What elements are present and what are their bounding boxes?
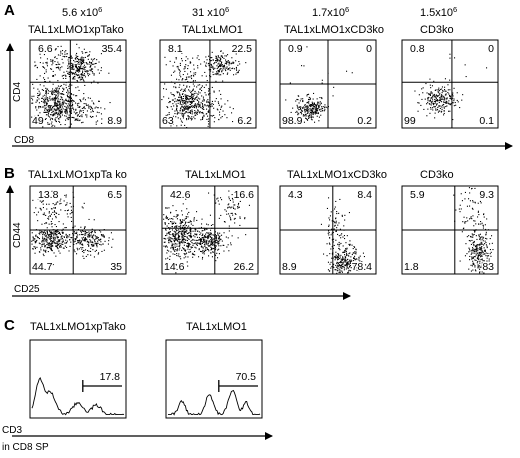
histogram-trace <box>167 389 261 416</box>
quadrant-percent-ll: 8.9 <box>282 261 297 273</box>
scatter-plots-row-a: 6.6 35.4 49 8.9 8.1 22.5 63 6.2 0.9 0 98.9 0.2 0.8 0 9… <box>29 39 499 129</box>
histogram-plot: 17.8 <box>29 339 127 419</box>
quadrant-percent-ur: 22.5 <box>232 43 253 55</box>
scatter-plot: 42.6 16.6 14.6 26.2 <box>161 185 259 275</box>
x-axis-label-cd3: CD3 <box>2 425 22 436</box>
scatter-plot: 0.9 0 98.9 0.2 <box>279 39 377 129</box>
x-axis-label-cd8-sp: in CD8 SP <box>2 442 49 453</box>
quadrant-percent-ur: 8.4 <box>357 189 372 201</box>
quadrant-percent-ur: 6.5 <box>107 189 122 201</box>
plot-title: CD3ko <box>420 24 454 36</box>
quadrant-percent-ul: 6.6 <box>38 43 53 55</box>
quadrant-percent-ur: 16.6 <box>234 189 255 201</box>
quadrant-percent-ul: 0.9 <box>288 43 303 55</box>
quadrant-percent-ll: 1.8 <box>404 261 419 273</box>
quadrant-percent-ll: 99 <box>404 115 416 127</box>
quadrant-percent-lr: 26.2 <box>234 261 255 273</box>
scatter-plot: 13.8 6.5 44.7 35 <box>29 185 127 275</box>
panel-letter-c: C <box>4 317 15 334</box>
event-dots <box>31 43 111 128</box>
plot-title: TAL1xLMO1xpTako <box>30 321 126 333</box>
quadrant-percent-lr: 8.9 <box>107 115 122 127</box>
plot-frame <box>161 185 259 275</box>
event-dots <box>320 197 367 274</box>
plot-title: TAL1xLMO1xpTako <box>28 24 124 36</box>
quadrant-percent-ll: 14.6 <box>164 261 185 273</box>
gate-percent-label: 70.5 <box>236 371 257 383</box>
x-axis-label-cd25: CD25 <box>14 284 40 295</box>
histogram-plots-row-c: 17.8 70.5 <box>29 339 263 419</box>
panel-c: C TAL1xLMO1xpTako TAL1xLMO1 17.8 70.5 CD3… <box>2 317 273 453</box>
quadrant-percent-ul: 5.9 <box>410 189 425 201</box>
quadrant-percent-ur: 0 <box>488 43 494 55</box>
event-dots <box>284 46 353 123</box>
quadrant-percent-lr: 78.4 <box>352 261 373 273</box>
plot-title: TAL1xLMO1xpTa ko <box>28 169 127 181</box>
plot-title: CD3ko <box>420 169 454 181</box>
event-dots <box>414 53 488 121</box>
quadrant-percent-lr: 35 <box>110 261 122 273</box>
quadrant-percent-lr: 0.2 <box>357 115 372 127</box>
scatter-plot: 6.6 35.4 49 8.9 <box>29 39 127 129</box>
plot-title: TAL1xLMO1 <box>186 321 247 333</box>
plot-title: TAL1xLMO1 <box>185 169 246 181</box>
plot-title: TAL1xLMO1xCD3ko <box>287 169 387 181</box>
histogram-gate <box>82 380 122 392</box>
quadrant-percent-ul: 4.3 <box>288 189 303 201</box>
y-axis-label-cd4: CD4 <box>12 82 23 102</box>
scatter-plot: 0.8 0 99 0.1 <box>401 39 499 129</box>
panel-letter-a: A <box>4 2 15 19</box>
quadrant-percent-ll: 63 <box>162 115 174 127</box>
quadrant-percent-ur: 9.3 <box>479 189 494 201</box>
quadrant-percent-lr: 0.1 <box>479 115 494 127</box>
plot-frame <box>401 39 499 129</box>
plot-frame <box>159 39 257 129</box>
cell-count-3: 1.7x106 <box>312 5 349 19</box>
quadrant-percent-lr: 83 <box>482 261 494 273</box>
quadrant-percent-ul: 13.8 <box>38 189 59 201</box>
quadrant-percent-ll: 49 <box>32 115 44 127</box>
panel-letter-b: B <box>4 165 15 182</box>
panel-b: B TAL1xLMO1xpTa ko TAL1xLMO1 TAL1xLMO1xC… <box>4 165 499 300</box>
quadrant-percent-ll: 98.9 <box>282 115 303 127</box>
plot-frame <box>29 339 127 419</box>
panel-a: A 5.6 x106 31 x106 1.7x106 1.5x106 TAL1x… <box>4 2 513 150</box>
scatter-plot: 5.9 9.3 1.8 83 <box>401 185 499 275</box>
cell-count-1: 5.6 x106 <box>62 5 102 19</box>
scatter-plot: 4.3 8.4 8.9 78.4 <box>279 185 377 275</box>
x-axis-label-cd8: CD8 <box>14 135 34 146</box>
quadrant-percent-ul: 0.8 <box>410 43 425 55</box>
plot-title: TAL1xLMO1 <box>182 24 243 36</box>
histogram-plot: 70.5 <box>165 339 263 419</box>
gate-percent-label: 17.8 <box>100 371 121 383</box>
plot-title: TAL1xLMO1xCD3ko <box>284 24 384 36</box>
plot-frame <box>29 39 127 129</box>
event-dots <box>453 187 495 274</box>
plot-frame <box>165 339 263 419</box>
quadrant-percent-ul: 8.1 <box>168 43 183 55</box>
scatter-plot: 8.1 22.5 63 6.2 <box>159 39 257 129</box>
quadrant-percent-lr: 6.2 <box>237 115 252 127</box>
histogram-gate <box>218 380 258 392</box>
scatter-plots-row-b: 13.8 6.5 44.7 35 42.6 16.6 14.6 26.2 4.3 8.4 8.9 78… <box>29 185 499 275</box>
quadrant-percent-ur: 0 <box>366 43 372 55</box>
y-axis-label-cd44: CD44 <box>12 222 23 248</box>
histogram-trace <box>31 376 125 416</box>
cell-count-2: 31 x106 <box>192 5 229 19</box>
cell-count-4: 1.5x106 <box>420 5 457 19</box>
quadrant-percent-ul: 42.6 <box>170 189 191 201</box>
quadrant-percent-ll: 44.7 <box>32 261 53 273</box>
event-dots <box>161 49 247 129</box>
event-dots <box>163 190 250 274</box>
event-dots <box>31 190 114 266</box>
quadrant-percent-ur: 35.4 <box>102 43 123 55</box>
